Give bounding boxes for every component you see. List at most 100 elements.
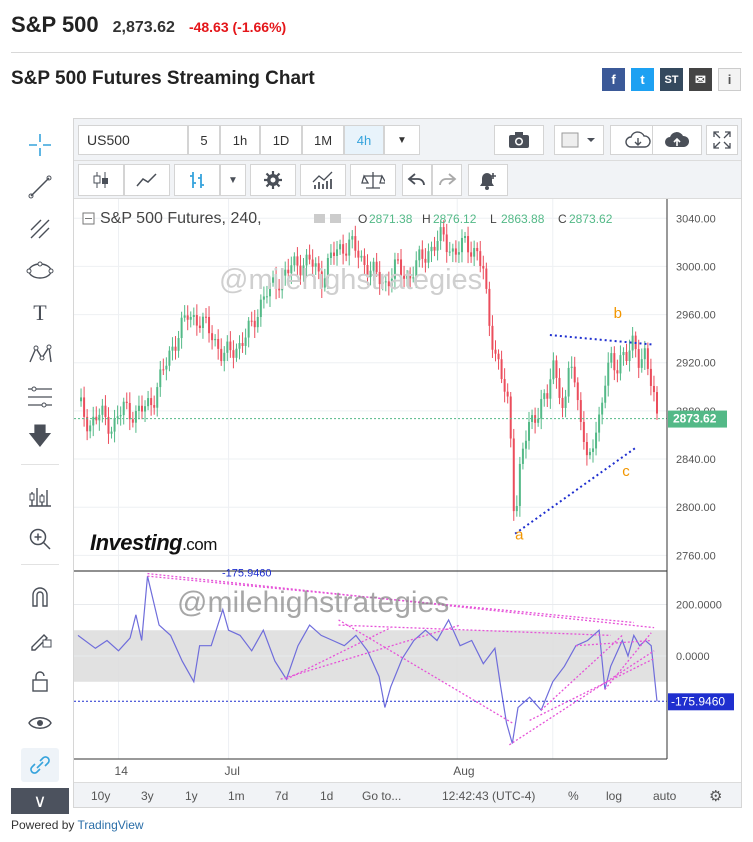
link-icon[interactable]: [21, 748, 59, 782]
interval-4h[interactable]: 4h: [344, 125, 384, 155]
magnet-icon[interactable]: [21, 580, 59, 614]
legend-l-value: 2863.88: [501, 212, 545, 226]
powered-by: Powered by TradingView: [11, 818, 144, 832]
legend-h-label: H: [422, 212, 431, 226]
symbol-input[interactable]: US500: [78, 125, 188, 155]
text-labels: @milehighstrategies @milehighstrategies a b…: [82, 210, 630, 619]
legend-c-value: 2873.62: [569, 212, 613, 226]
bars-icon[interactable]: [174, 164, 220, 196]
range-7d[interactable]: 7d: [275, 789, 289, 803]
crosshair-icon[interactable]: [21, 128, 59, 162]
email-icon[interactable]: ✉: [689, 68, 712, 91]
candle: [107, 416, 110, 434]
candle: [92, 416, 95, 426]
percent-toggle[interactable]: %: [568, 789, 579, 803]
candle: [351, 236, 354, 240]
interval-dropdown-icon[interactable]: ▼: [384, 125, 420, 155]
candle: [116, 416, 119, 419]
pattern-icon[interactable]: [21, 338, 59, 372]
candle: [372, 261, 375, 271]
candle: [159, 369, 162, 388]
interval-5[interactable]: 5: [188, 125, 220, 155]
candle: [131, 419, 134, 423]
candle: [412, 277, 415, 279]
legend-o-label: O: [358, 212, 367, 226]
collapse-toolbar-icon[interactable]: ∨: [11, 788, 69, 814]
candles-icon[interactable]: [78, 164, 124, 196]
range-3y[interactable]: 3y: [141, 789, 154, 803]
twitter-icon[interactable]: t: [631, 68, 654, 91]
candle: [409, 275, 412, 279]
interval-1h[interactable]: 1h: [220, 125, 260, 155]
candle: [628, 350, 631, 362]
interval-1m[interactable]: 1M: [302, 125, 344, 155]
fullscreen-icon[interactable]: [706, 125, 738, 155]
candle: [622, 351, 625, 356]
osc-trendline: [286, 627, 391, 680]
camera-icon[interactable]: [494, 125, 544, 155]
candle: [521, 448, 524, 464]
measure-icon[interactable]: [21, 480, 59, 514]
chart-type-dropdown-icon[interactable]: ▼: [220, 164, 246, 196]
candle: [601, 402, 604, 415]
candle: [393, 259, 396, 279]
toolbar-divider: [21, 464, 59, 465]
info-icon[interactable]: i: [718, 68, 741, 91]
alert-bell-icon[interactable]: [468, 164, 508, 196]
candle: [403, 275, 406, 279]
chart-canvas[interactable]: 3040.003000.002960.002920.002880.002840.…: [74, 199, 741, 782]
candle: [637, 349, 640, 368]
candle: [625, 351, 628, 362]
candle: [125, 401, 128, 403]
undo-icon[interactable]: [402, 164, 432, 196]
stocktwits-icon[interactable]: ST: [660, 68, 683, 91]
range-10y[interactable]: 10y: [91, 789, 111, 803]
osc-trendline: [604, 632, 652, 690]
interval-1d[interactable]: 1D: [260, 125, 302, 155]
arrow-down-icon[interactable]: 🡇: [27, 422, 53, 450]
zoom-in-icon[interactable]: [21, 522, 59, 556]
candle: [208, 316, 211, 334]
lower-trendline: [514, 446, 638, 535]
lock-drawing-icon[interactable]: [21, 622, 59, 656]
osc-trendline: [575, 639, 652, 647]
osc-value-label: -175.9460: [671, 694, 725, 708]
candle: [387, 281, 390, 287]
candle: [186, 315, 189, 320]
chart-settings-gear-icon[interactable]: ⚙: [709, 788, 723, 805]
color-picker-button[interactable]: [554, 125, 604, 155]
candle: [253, 320, 256, 328]
candle: [229, 341, 232, 351]
redo-icon[interactable]: [432, 164, 462, 196]
log-toggle[interactable]: log: [606, 789, 623, 803]
candle: [613, 353, 616, 371]
save-cloud-icon[interactable]: [652, 125, 702, 155]
text-tool-icon[interactable]: T: [33, 300, 47, 325]
range-1d[interactable]: 1d: [320, 789, 334, 803]
header-divider: [11, 52, 742, 53]
trend-line-icon[interactable]: [21, 170, 59, 204]
facebook-icon[interactable]: f: [602, 68, 625, 91]
candle: [278, 288, 281, 291]
price-tick-label: 2920.00: [676, 358, 716, 370]
goto-button[interactable]: Go to...: [362, 789, 402, 803]
range-1m[interactable]: 1m: [228, 789, 245, 803]
settings-gear-icon[interactable]: [250, 164, 296, 196]
candle: [214, 338, 217, 341]
candle: [366, 264, 369, 278]
candle: [144, 406, 147, 412]
indicators-icon[interactable]: [300, 164, 346, 196]
compare-scale-icon[interactable]: [350, 164, 396, 196]
shape-icon[interactable]: [21, 254, 59, 288]
pitchfork-icon[interactable]: [21, 212, 59, 246]
candle: [509, 396, 512, 439]
area-chart-icon[interactable]: [124, 164, 170, 196]
candle: [168, 350, 171, 366]
wave-label-c: c: [622, 463, 630, 480]
tradingview-link[interactable]: TradingView: [77, 818, 144, 832]
range-1y[interactable]: 1y: [185, 789, 198, 803]
eye-icon[interactable]: [21, 706, 59, 740]
fib-retracement-icon[interactable]: [21, 380, 59, 414]
auto-toggle[interactable]: auto: [653, 789, 677, 803]
unlock-icon[interactable]: [21, 664, 59, 698]
